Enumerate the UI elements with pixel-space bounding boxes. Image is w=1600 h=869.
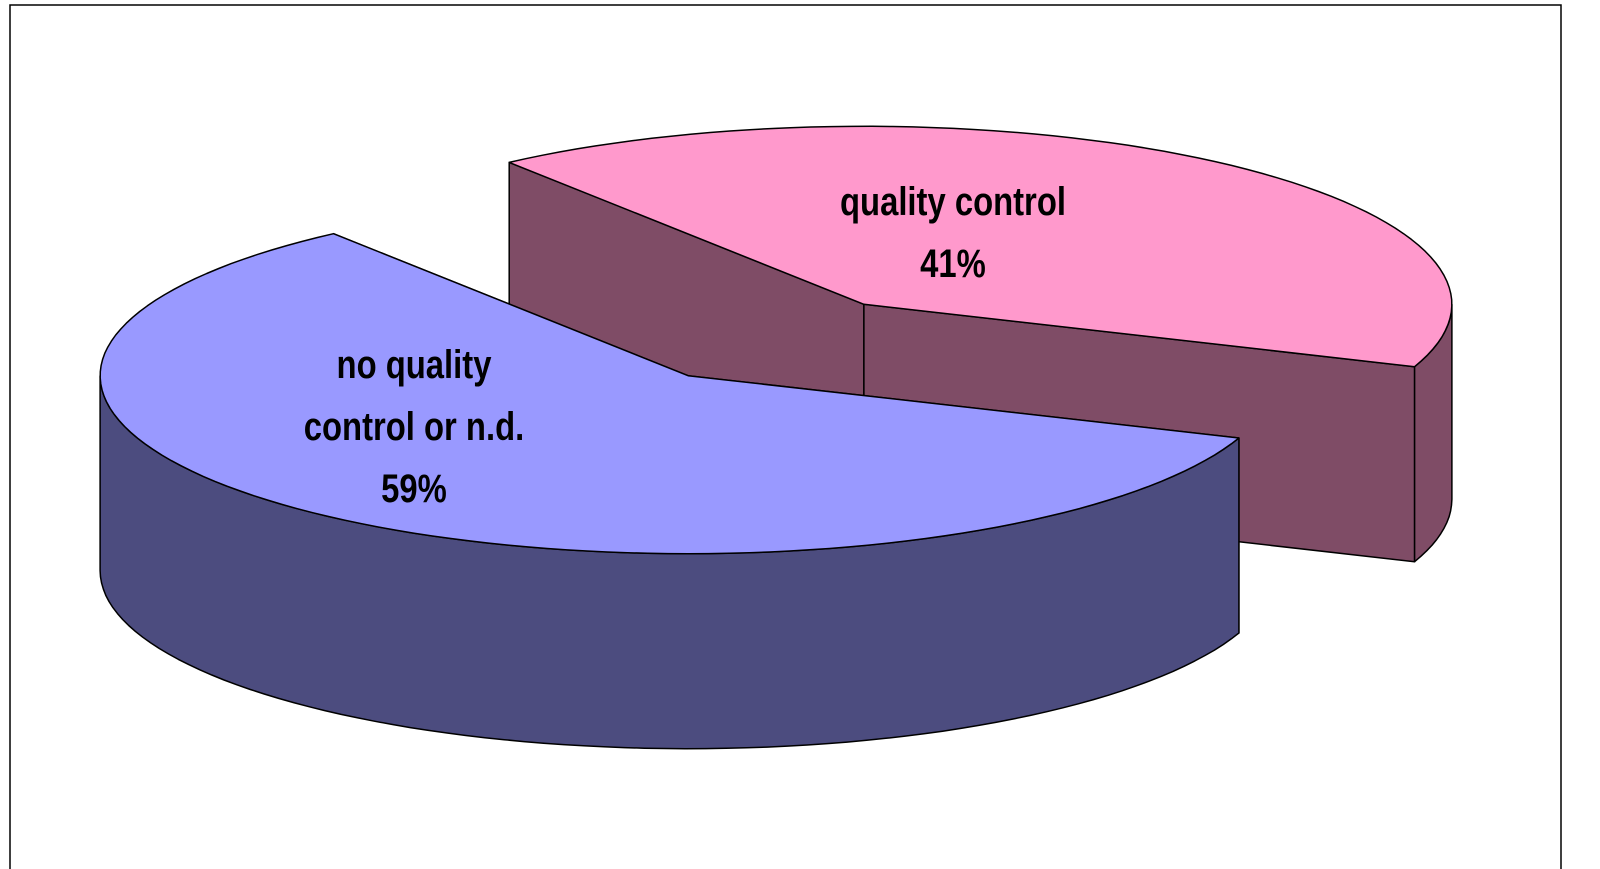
slice-label: quality control 41% [748, 171, 1158, 295]
slice-category-label: quality control [840, 180, 1066, 224]
slice-value-label: 41% [920, 242, 986, 286]
pie-slice [99, 232, 1240, 555]
pie-slice [508, 125, 1453, 368]
slice-category-label: no quality control or n.d. [303, 343, 525, 449]
chart-frame [9, 4, 1562, 869]
slice-value-label: 59% [381, 467, 447, 511]
slice-label: no quality control or n.d. 59% [291, 334, 537, 520]
